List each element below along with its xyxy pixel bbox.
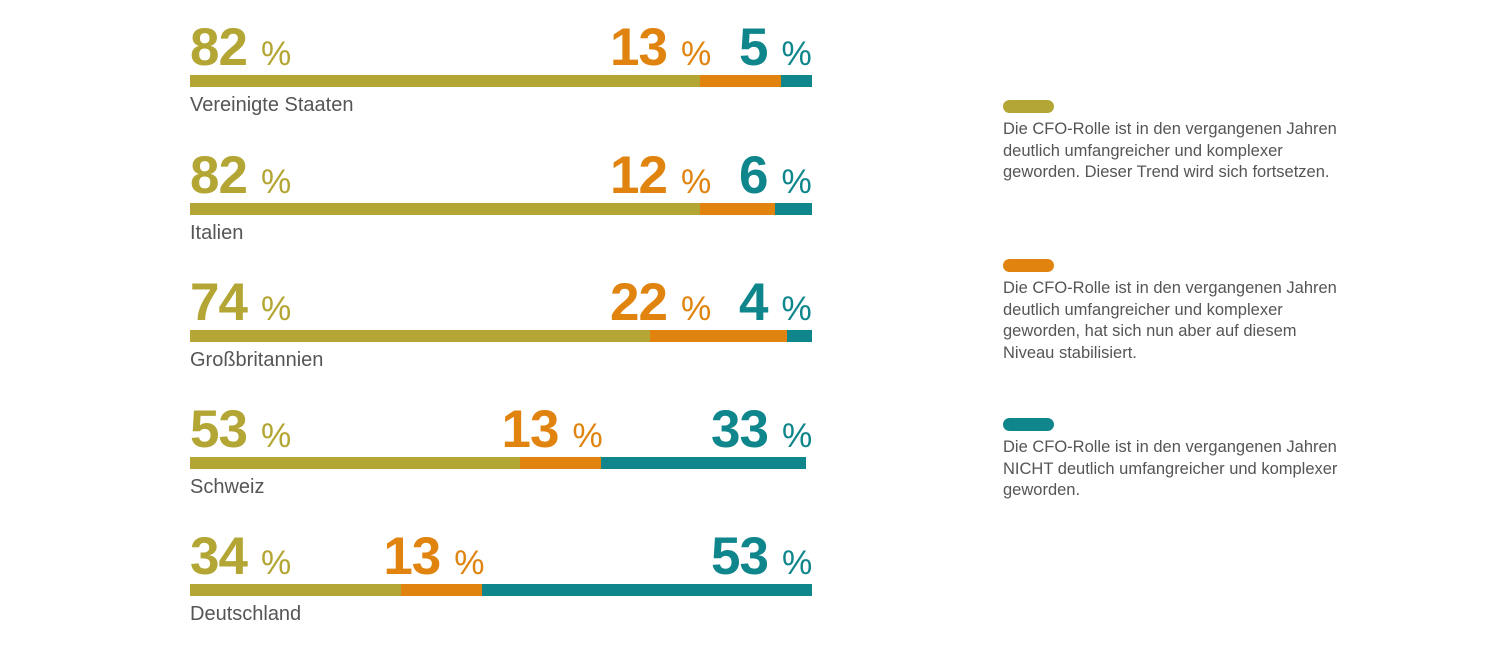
value-label-orange: 13% — [502, 403, 603, 456]
value-number: 13 — [383, 527, 441, 586]
percent-sign: % — [260, 417, 292, 455]
value-number: 4 — [739, 273, 769, 332]
stacked-bar — [190, 457, 812, 469]
percent-sign: % — [572, 417, 603, 455]
value-label-olive: 53% — [190, 403, 292, 456]
bar-segment-orange — [700, 203, 775, 215]
stacked-bar — [190, 584, 812, 596]
bar-segment-orange — [700, 75, 781, 87]
bar-segment-olive — [190, 584, 402, 596]
value-label-olive: 74% — [190, 276, 292, 329]
legend-swatch — [1003, 259, 1054, 272]
bar-segment-teal — [600, 457, 806, 469]
percent-sign: % — [454, 544, 485, 582]
value-label-orange: 12% — [610, 149, 712, 202]
bar-segment-olive — [190, 457, 520, 469]
bar-segment-teal — [780, 75, 812, 87]
category-label: Großbritannien — [190, 349, 324, 371]
chart-row-italien: 82% 12% 6% Italien — [190, 149, 812, 254]
value-label-teal: 53% — [711, 530, 813, 583]
percent-sign: % — [781, 35, 812, 73]
value-label-olive: 34% — [190, 530, 292, 583]
percent-sign: % — [781, 544, 813, 582]
chart-legend: Die CFO-Rolle ist in den vergangenen Jah… — [1003, 100, 1363, 520]
category-label: Schweiz — [190, 476, 265, 498]
value-label-orange: 13% — [610, 21, 712, 74]
percent-sign: % — [680, 163, 712, 201]
legend-item-orange: Die CFO-Rolle ist in den vergangenen Jah… — [1003, 259, 1363, 364]
value-number: 82 — [190, 146, 248, 205]
bar-segment-olive — [190, 330, 651, 342]
legend-text: Die CFO-Rolle ist in den vergangenen Jah… — [1003, 279, 1337, 362]
chart-row-vereinigte-staaten: 82% 13% 5% Vereinigte Staaten — [190, 21, 812, 126]
legend-swatch — [1003, 100, 1054, 113]
percent-sign: % — [260, 544, 292, 582]
percent-sign: % — [260, 35, 292, 73]
bar-segment-orange — [519, 457, 601, 469]
value-number: 82 — [190, 18, 248, 77]
value-label-teal: 6% — [739, 149, 812, 202]
bar-segment-teal — [482, 584, 812, 596]
bar-segment-teal — [774, 203, 812, 215]
value-number: 34 — [190, 527, 248, 586]
stacked-bar-chart: 82% 13% 5% Vereinigte Staaten 82% 12% 6% Italie… — [190, 21, 813, 635]
value-number: 6 — [739, 146, 769, 205]
legend-item-teal: Die CFO-Rolle ist in den vergangenen Jah… — [1003, 418, 1363, 502]
category-label: Italien — [190, 222, 244, 244]
value-number: 53 — [190, 400, 248, 459]
value-number: 22 — [610, 273, 668, 332]
legend-text: Die CFO-Rolle ist in den vergangenen Jah… — [1003, 120, 1337, 181]
percent-sign: % — [781, 417, 813, 455]
percent-sign: % — [680, 35, 712, 73]
percent-sign: % — [260, 163, 292, 201]
value-label-teal: 5% — [739, 21, 812, 74]
percent-sign: % — [680, 290, 712, 328]
stacked-bar — [190, 75, 812, 87]
percent-sign: % — [260, 290, 292, 328]
bar-segment-orange — [650, 330, 788, 342]
value-number: 33 — [711, 400, 769, 459]
value-label-orange: 22% — [610, 276, 712, 329]
value-label-teal: 4% — [739, 276, 812, 329]
value-number: 74 — [190, 273, 248, 332]
category-label: Deutschland — [190, 603, 302, 625]
value-number: 12 — [610, 146, 668, 205]
value-label-olive: 82% — [190, 149, 292, 202]
legend-item-olive: Die CFO-Rolle ist in den vergangenen Jah… — [1003, 100, 1363, 184]
value-number: 53 — [711, 527, 769, 586]
bar-segment-olive — [190, 75, 701, 87]
stacked-bar — [190, 330, 812, 342]
category-label: Vereinigte Staaten — [190, 94, 354, 116]
bar-segment-orange — [401, 584, 483, 596]
stacked-bar — [190, 203, 812, 215]
legend-text: Die CFO-Rolle ist in den vergangenen Jah… — [1003, 438, 1338, 499]
legend-swatch — [1003, 418, 1054, 431]
value-number: 5 — [739, 18, 769, 77]
bar-segment-olive — [190, 203, 701, 215]
bar-segment-teal — [787, 330, 812, 342]
value-number: 13 — [610, 18, 668, 77]
percent-sign: % — [781, 290, 812, 328]
value-label-teal: 33% — [711, 403, 813, 456]
value-number: 13 — [501, 400, 560, 459]
chart-row-schweiz: 53% 13% 33% Schweiz — [190, 403, 813, 508]
value-label-orange: 13% — [383, 530, 485, 583]
value-label-olive: 82% — [190, 21, 292, 74]
chart-row-grossbritannien: 74% 22% 4% Großbritannien — [190, 276, 812, 381]
percent-sign: % — [781, 163, 812, 201]
chart-row-deutschland: 34% 13% 53% Deutschland — [190, 530, 813, 635]
